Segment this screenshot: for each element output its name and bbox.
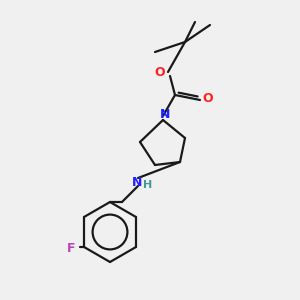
Text: N: N bbox=[132, 176, 142, 188]
Text: N: N bbox=[160, 109, 170, 122]
Text: F: F bbox=[67, 242, 75, 254]
Text: O: O bbox=[155, 65, 165, 79]
Text: H: H bbox=[143, 180, 153, 190]
Text: O: O bbox=[203, 92, 213, 106]
